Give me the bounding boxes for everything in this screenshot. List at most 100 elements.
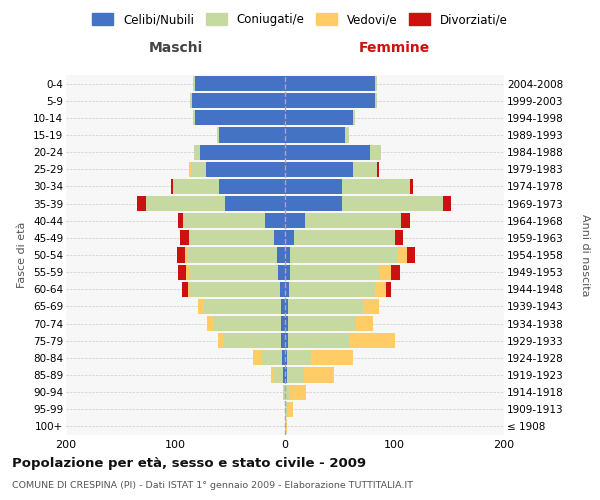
Bar xyxy=(304,368,334,382)
Bar xyxy=(289,282,375,297)
Bar xyxy=(206,162,285,177)
Bar xyxy=(285,230,294,246)
Bar xyxy=(182,282,188,297)
Bar xyxy=(285,110,353,126)
Y-axis label: Fasce di età: Fasce di età xyxy=(17,222,28,288)
Bar xyxy=(146,196,225,211)
Bar xyxy=(391,264,400,280)
Bar xyxy=(370,144,382,160)
Bar xyxy=(285,299,288,314)
Bar xyxy=(285,368,287,382)
Bar xyxy=(225,196,285,211)
Bar xyxy=(285,384,290,400)
Text: Femmine: Femmine xyxy=(359,41,430,55)
Bar xyxy=(193,76,195,91)
Bar xyxy=(281,299,285,314)
Y-axis label: Anni di nascita: Anni di nascita xyxy=(580,214,590,296)
Bar xyxy=(188,248,277,262)
Bar xyxy=(220,179,285,194)
Bar xyxy=(288,333,349,348)
Bar xyxy=(342,179,410,194)
Bar xyxy=(290,264,380,280)
Bar xyxy=(342,196,443,211)
Bar xyxy=(288,316,356,331)
Bar xyxy=(290,248,398,262)
Bar xyxy=(285,264,290,280)
Bar xyxy=(137,196,146,211)
Bar xyxy=(285,419,287,434)
Bar xyxy=(285,248,290,262)
Bar xyxy=(180,230,188,246)
Bar xyxy=(277,248,285,262)
Text: Maschi: Maschi xyxy=(148,41,203,55)
Bar xyxy=(218,333,224,348)
Bar xyxy=(353,110,355,126)
Bar xyxy=(285,76,375,91)
Bar xyxy=(204,299,281,314)
Bar xyxy=(290,384,306,400)
Bar xyxy=(285,128,345,142)
Bar xyxy=(188,230,274,246)
Bar xyxy=(285,196,342,211)
Bar xyxy=(363,299,379,314)
Bar xyxy=(265,213,285,228)
Bar xyxy=(380,264,391,280)
Bar xyxy=(386,282,391,297)
Bar xyxy=(274,230,285,246)
Bar xyxy=(356,316,373,331)
Text: COMUNE DI CRESPINA (PI) - Dati ISTAT 1° gennaio 2009 - Elaborazione TUTTITALIA.I: COMUNE DI CRESPINA (PI) - Dati ISTAT 1° … xyxy=(12,481,413,490)
Bar xyxy=(282,350,285,366)
Bar xyxy=(294,230,395,246)
Bar xyxy=(280,282,285,297)
Bar xyxy=(285,162,353,177)
Bar xyxy=(188,282,190,297)
Legend: Celibi/Nubili, Coniugati/e, Vedovi/e, Divorziati/e: Celibi/Nubili, Coniugati/e, Vedovi/e, Di… xyxy=(88,8,512,31)
Bar xyxy=(285,179,342,194)
Bar xyxy=(188,264,278,280)
Bar xyxy=(217,128,220,142)
Bar xyxy=(375,282,386,297)
Bar xyxy=(407,248,415,262)
Bar xyxy=(188,162,191,177)
Bar xyxy=(190,282,280,297)
Bar xyxy=(190,93,192,108)
Bar xyxy=(285,282,289,297)
Bar xyxy=(349,333,395,348)
Bar xyxy=(191,162,206,177)
Bar xyxy=(287,350,311,366)
Bar xyxy=(183,213,265,228)
Bar xyxy=(398,248,407,262)
Bar xyxy=(176,248,185,262)
Bar xyxy=(288,299,363,314)
Bar xyxy=(395,230,403,246)
Bar xyxy=(173,179,220,194)
Text: Popolazione per età, sesso e stato civile - 2009: Popolazione per età, sesso e stato civil… xyxy=(12,458,366,470)
Bar xyxy=(345,128,349,142)
Bar xyxy=(185,248,188,262)
Bar xyxy=(194,144,200,160)
Bar xyxy=(285,350,287,366)
Bar xyxy=(287,402,293,417)
Bar xyxy=(375,93,377,108)
Bar xyxy=(311,350,353,366)
Bar xyxy=(281,316,285,331)
Bar xyxy=(375,76,377,91)
Bar xyxy=(253,350,262,366)
Bar xyxy=(285,333,288,348)
Bar xyxy=(271,368,274,382)
Bar xyxy=(171,179,173,194)
Bar xyxy=(283,384,285,400)
Bar xyxy=(287,368,304,382)
Bar xyxy=(178,264,187,280)
Bar xyxy=(192,93,285,108)
Bar xyxy=(285,213,305,228)
Bar xyxy=(224,333,281,348)
Bar xyxy=(278,264,285,280)
Bar xyxy=(285,316,288,331)
Bar xyxy=(353,162,377,177)
Bar xyxy=(187,264,188,280)
Bar xyxy=(220,128,285,142)
Bar xyxy=(285,93,375,108)
Bar xyxy=(285,402,287,417)
Bar xyxy=(283,368,285,382)
